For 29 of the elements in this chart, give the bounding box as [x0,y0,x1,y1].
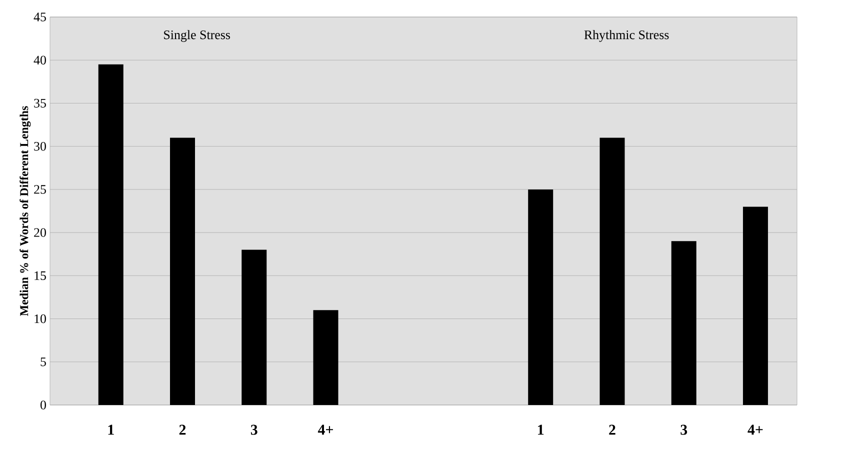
bar [600,138,625,405]
y-tick-label: 35 [34,98,46,108]
x-tick-label: 4+ [748,424,763,435]
bar [242,250,267,405]
bar [671,241,696,405]
x-tick-label: 2 [609,424,616,435]
y-tick-label: 45 [34,12,46,22]
bar [742,206,768,405]
bar [170,138,195,405]
y-tick-label: 0 [40,400,46,410]
y-tick-label: 5 [40,358,46,366]
x-tick-label: 3 [680,424,688,435]
y-tick-label: 10 [34,314,46,324]
bar [528,189,554,405]
y-tick-label: 15 [34,271,46,280]
bar [313,310,338,405]
bar [98,64,124,405]
y-tick-label: 25 [34,185,46,194]
y-tick-label: 30 [34,142,46,151]
x-tick-label: 2 [179,424,186,435]
annotation: Single Stress [164,30,230,42]
x-tick-label: 4+ [318,424,333,435]
x-tick-label: 1 [538,424,544,435]
x-tick-label: 3 [250,424,258,435]
x-tick-label: 1 [108,424,114,435]
annotation: Rhythmic Stress [584,30,669,42]
y-tick-label: 20 [34,228,46,237]
y-tick-label: 40 [34,56,46,64]
y-axis-title: Median % of Words of Different Lengths [20,106,31,316]
